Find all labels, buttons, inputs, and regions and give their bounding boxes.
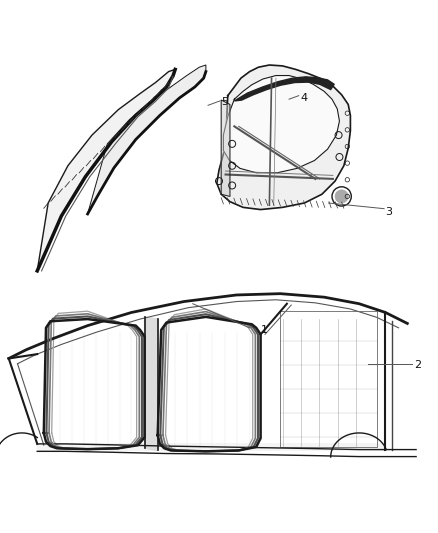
Bar bbox=[280, 311, 377, 447]
Polygon shape bbox=[37, 69, 175, 271]
Text: 3: 3 bbox=[385, 207, 392, 217]
Text: 5: 5 bbox=[221, 97, 228, 107]
Text: 4: 4 bbox=[300, 93, 307, 103]
Polygon shape bbox=[88, 65, 206, 214]
Polygon shape bbox=[223, 76, 339, 173]
Text: 2: 2 bbox=[414, 360, 421, 370]
Circle shape bbox=[335, 190, 348, 203]
Text: 1: 1 bbox=[261, 325, 268, 335]
Polygon shape bbox=[221, 100, 230, 197]
Polygon shape bbox=[145, 317, 158, 450]
Polygon shape bbox=[217, 65, 350, 209]
Polygon shape bbox=[234, 77, 334, 101]
